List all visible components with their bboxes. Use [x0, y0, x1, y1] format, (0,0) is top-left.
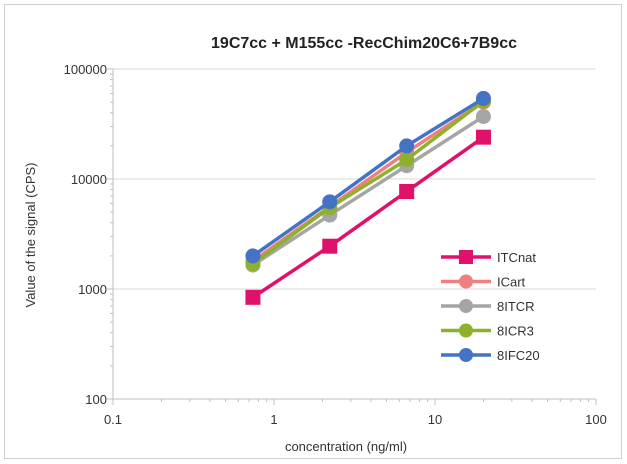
chart-frame: [4, 4, 622, 459]
legend-label: ICart: [497, 275, 526, 290]
series-8IFC20: [245, 90, 491, 264]
series-line: [251, 135, 485, 299]
x-tick-label: 10: [428, 412, 442, 427]
y-axis-label: Value of the signal (CPS): [23, 163, 38, 308]
series-line: [251, 96, 485, 258]
legend-item: ITCnat: [441, 250, 536, 265]
x-axis-label: concentration (ng/ml): [285, 439, 407, 454]
legend-item: 8ICR3: [441, 323, 534, 339]
data-point-marker: [399, 152, 415, 168]
chart-title: 19C7cc + M155cc -RecChim20C6+7B9cc: [211, 35, 517, 52]
data-point-marker: [322, 238, 338, 254]
data-point-marker: [399, 138, 415, 154]
y-tick-label: 10000: [71, 172, 107, 187]
series-group: [245, 90, 491, 305]
x-tick-label: 0.1: [104, 412, 122, 427]
axes: [107, 68, 597, 405]
series-8ITCR: [245, 108, 491, 273]
data-point-marker: [475, 129, 491, 145]
legend-item: ICart: [441, 274, 526, 290]
data-point-marker: [245, 248, 261, 264]
series-ITCnat: [245, 129, 491, 305]
x-tick-label: 1: [270, 412, 277, 427]
data-point-marker: [475, 108, 491, 124]
legend-marker: [459, 299, 473, 313]
legend-marker: [459, 348, 473, 362]
series-line: [251, 99, 485, 266]
x-tick-label: 100: [585, 412, 607, 427]
data-point-marker: [245, 289, 261, 305]
legend: ITCnat ICart 8ITCR 8ICR3 8IFC20: [441, 250, 540, 363]
gridlines: [113, 68, 596, 290]
tick-labels: 100 1000 10000 100000 0.1 1 10 100: [64, 62, 607, 427]
data-point-marker: [399, 183, 415, 199]
legend-label: 8ICR3: [497, 324, 534, 339]
data-point-marker: [475, 90, 491, 106]
series-line: [251, 115, 485, 267]
legend-item: 8IFC20: [441, 348, 540, 363]
legend-item: 8ITCR: [441, 299, 535, 314]
legend-marker: [459, 274, 473, 289]
legend-label: ITCnat: [497, 250, 536, 265]
data-point-marker: [322, 194, 338, 210]
legend-marker: [459, 250, 473, 264]
legend-label: 8IFC20: [497, 348, 540, 363]
y-tick-label: 100000: [64, 62, 107, 77]
legend-label: 8ITCR: [497, 299, 535, 314]
y-tick-label: 1000: [78, 282, 107, 297]
legend-marker: [459, 323, 473, 338]
y-tick-label: 100: [85, 392, 107, 407]
